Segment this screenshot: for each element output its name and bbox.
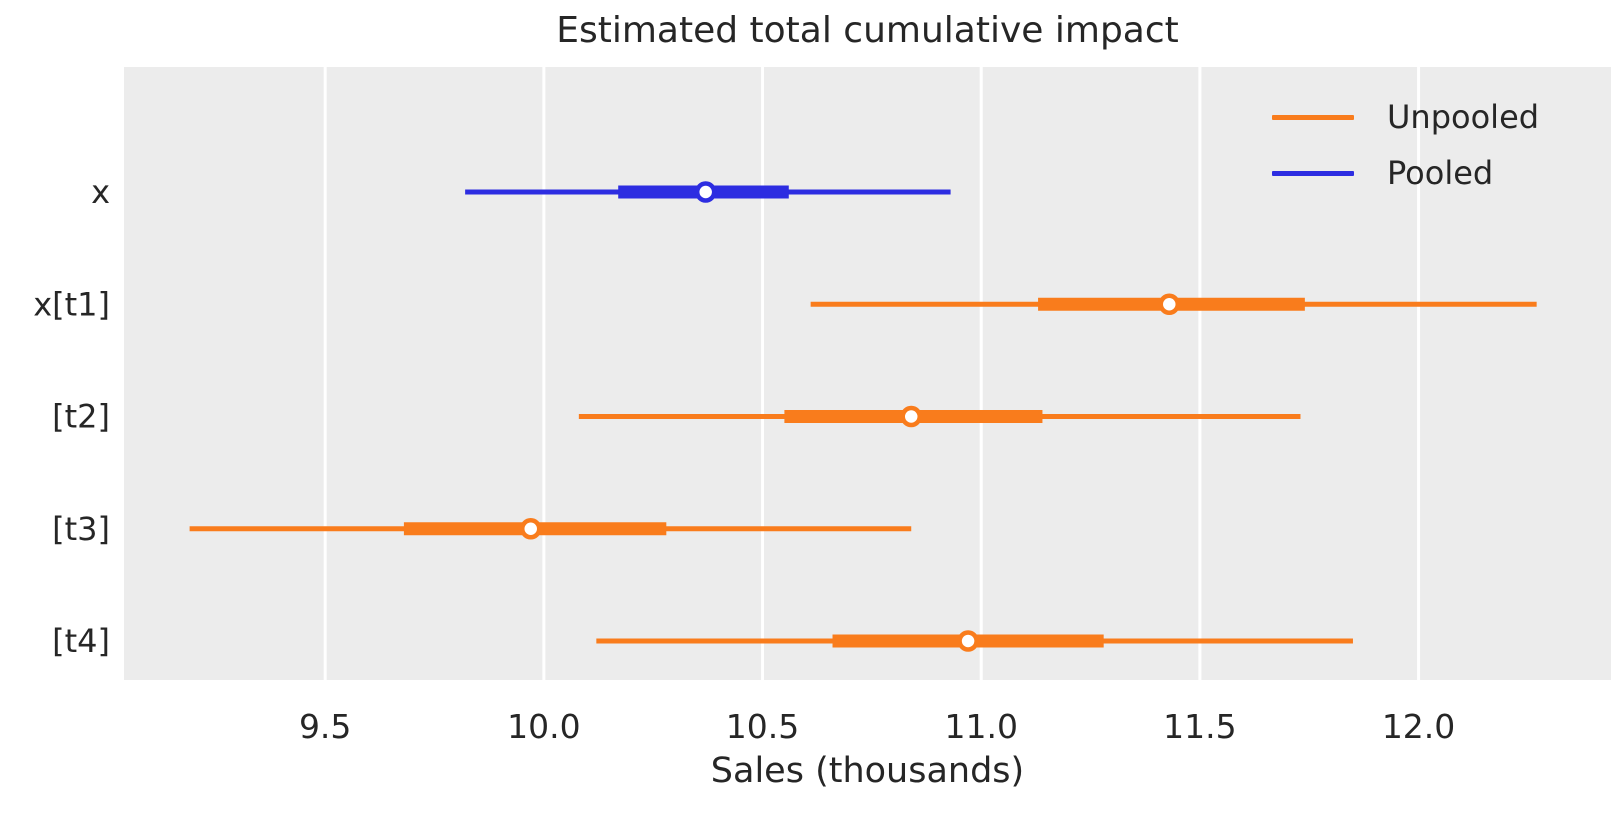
median-marker-[t4] [957, 630, 979, 652]
y-tick-label: [t3] [52, 510, 110, 548]
y-tick-label: [t2] [52, 398, 110, 436]
legend-swatch-unpooled-line [1272, 114, 1354, 120]
x-tick-label: 10.5 [726, 707, 799, 746]
x-tick-label: 12.0 [1382, 707, 1455, 746]
x-tick-label: 11.0 [944, 707, 1017, 746]
axes-background [124, 67, 1611, 680]
y-tick-label: x[t1] [33, 285, 110, 323]
median-marker-[t2] [900, 405, 922, 428]
median-marker-[t3] [519, 518, 542, 540]
x-tick-label: 11.5 [1163, 707, 1236, 746]
x-tick-label: 10.0 [507, 707, 580, 746]
legend-swatch-pooled-line [1272, 170, 1354, 176]
legend-label-pooled: Pooled [1387, 154, 1494, 192]
legend: Unpooled Pooled [1272, 97, 1539, 193]
median-marker-x [694, 181, 717, 203]
median-marker-x[t1] [1158, 293, 1181, 315]
chart-title: Estimated total cumulative impact [556, 10, 1179, 51]
legend-item-unpooled: Unpooled [1272, 97, 1539, 137]
y-tick-label: x [91, 173, 110, 211]
y-tick-label: [t4] [52, 622, 110, 660]
legend-item-pooled: Pooled [1272, 153, 1539, 193]
x-axis-label: Sales (thousands) [710, 751, 1025, 791]
legend-label-unpooled: Unpooled [1387, 98, 1540, 136]
x-tick-label: 9.5 [299, 707, 351, 746]
